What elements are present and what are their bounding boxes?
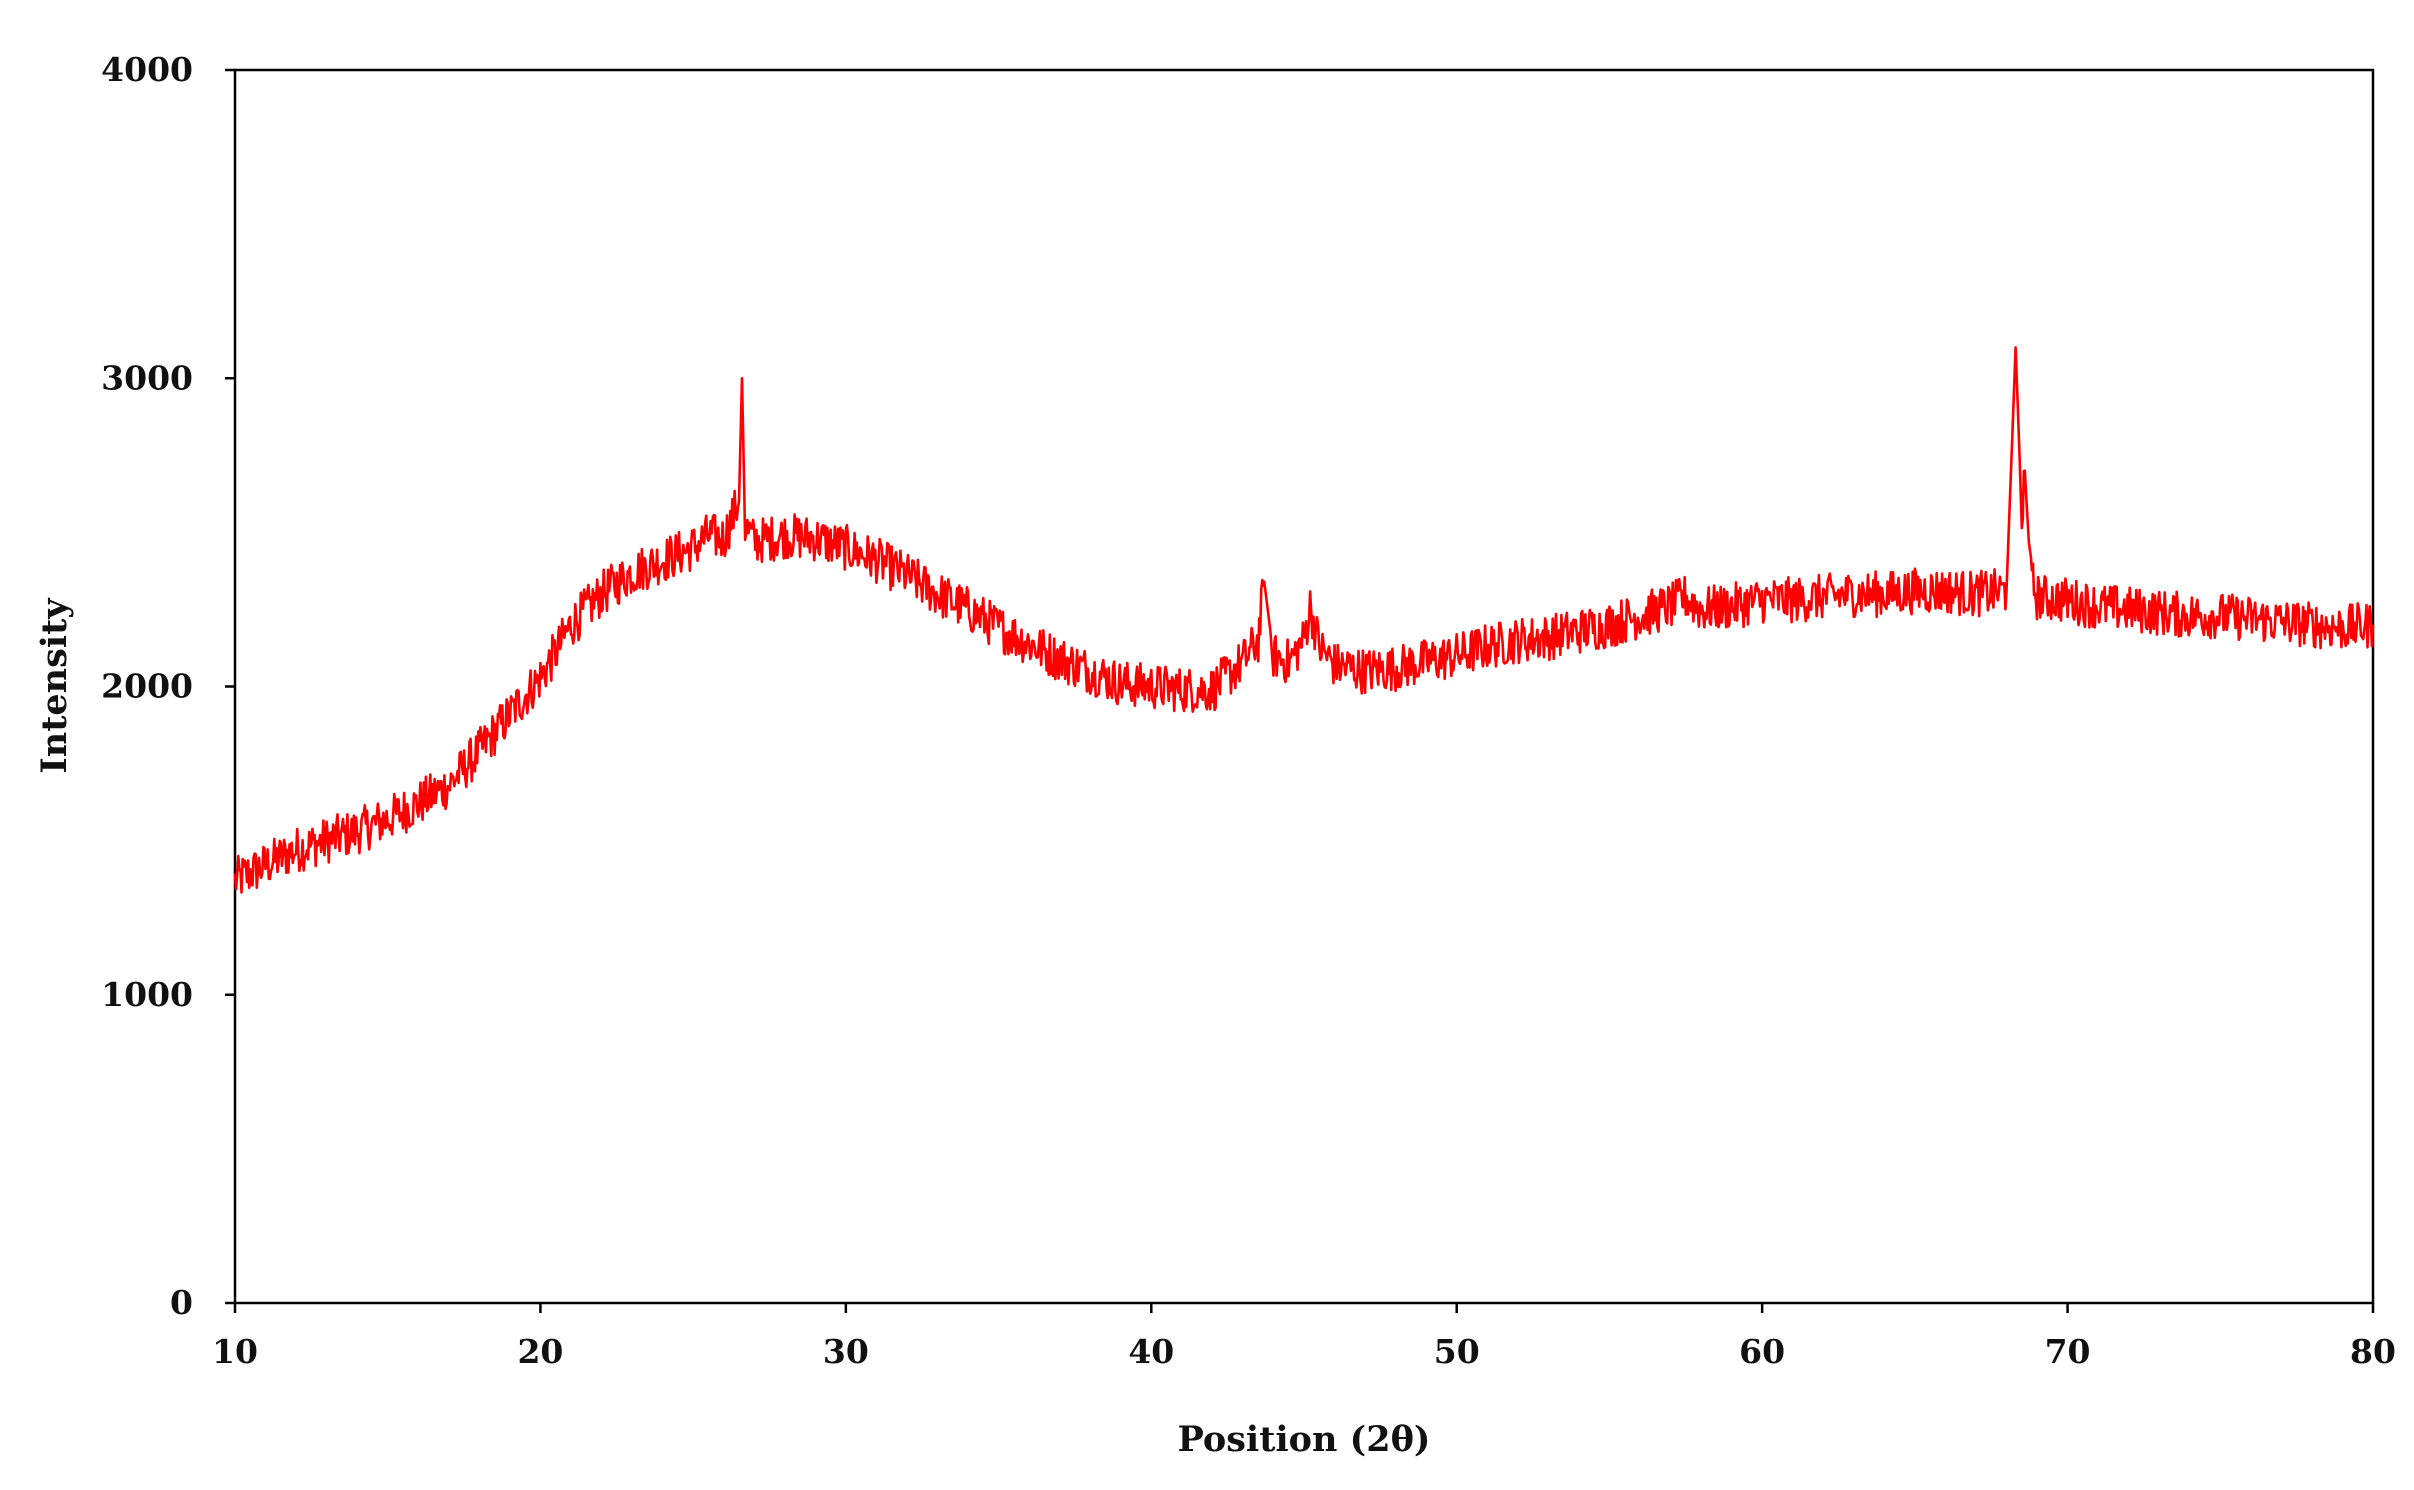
y-tick-label: 0 — [170, 1283, 193, 1322]
y-tick-label: 2000 — [101, 667, 193, 706]
plot-area — [233, 68, 2375, 1305]
x-axis: 10 20 30 40 50 60 70 80 — [212, 1303, 2396, 1371]
y-axis: 0 1000 2000 3000 4000 — [101, 50, 235, 1322]
x-tick-label: 10 — [212, 1332, 258, 1371]
x-tick-label: 20 — [517, 1332, 563, 1371]
x-tick-label: 80 — [2350, 1332, 2396, 1371]
y-tick-label: 1000 — [101, 975, 193, 1014]
y-tick-label: 3000 — [101, 358, 193, 397]
x-tick-label: 40 — [1128, 1332, 1174, 1371]
x-tick-label: 60 — [1739, 1332, 1785, 1371]
x-tick-label: 70 — [2045, 1332, 2091, 1371]
series-line — [233, 346, 2375, 894]
x-axis-title: Position (2θ) — [1178, 1419, 1431, 1460]
x-tick-label: 50 — [1434, 1332, 1480, 1371]
y-tick-label: 4000 — [101, 50, 193, 89]
y-axis-title: Intensity — [34, 597, 75, 774]
x-tick-label: 30 — [823, 1332, 869, 1371]
